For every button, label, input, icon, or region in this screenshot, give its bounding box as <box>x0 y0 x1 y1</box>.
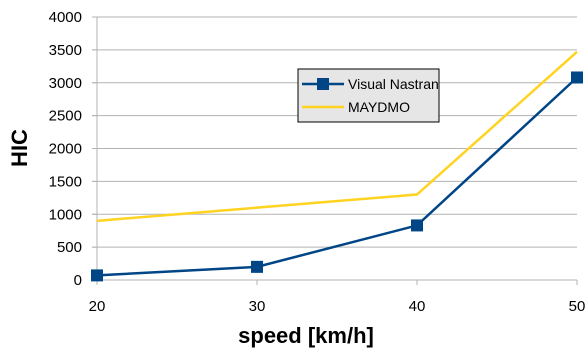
data-series <box>91 50 583 282</box>
y-tick-label: 3500 <box>49 42 82 59</box>
y-tick-label: 4000 <box>49 9 82 26</box>
y-tick-label: 2000 <box>49 141 82 158</box>
series-line-maydmo <box>96 50 578 223</box>
y-tick-label: 1000 <box>49 206 82 223</box>
legend-label-maydmo: MAYDMO <box>348 99 410 115</box>
x-tick-label: 50 <box>569 298 586 315</box>
y-tick-label: 2500 <box>49 108 82 125</box>
data-point-visual-nastran <box>91 269 103 282</box>
x-tick-labels: 20 30 40 50 <box>89 298 586 315</box>
y-tick-label: 3000 <box>49 75 82 92</box>
data-point-visual-nastran <box>571 71 583 84</box>
x-tick-label: 20 <box>89 298 106 315</box>
y-tick-labels: 0 500 1000 1500 2000 2500 3000 3500 4000 <box>49 9 82 289</box>
x-tick-label: 40 <box>409 298 426 315</box>
series-line-visual-nastran <box>96 76 578 277</box>
x-tick-label: 30 <box>249 298 266 315</box>
legend-box <box>297 68 440 123</box>
y-tick-label: 0 <box>74 272 82 289</box>
y-tick-label: 500 <box>57 239 82 256</box>
y-axis-title: HIC <box>7 129 32 167</box>
y-tick-label: 1500 <box>49 173 82 190</box>
legend: Visual Nastran MAYDMO <box>297 68 440 123</box>
legend-marker-visual-nastran <box>317 78 329 90</box>
data-point-visual-nastran <box>411 219 423 232</box>
data-point-visual-nastran <box>251 260 263 273</box>
legend-label-visual-nastran: Visual Nastran <box>348 76 439 92</box>
x-axis-title: speed [km/h] <box>238 323 374 348</box>
